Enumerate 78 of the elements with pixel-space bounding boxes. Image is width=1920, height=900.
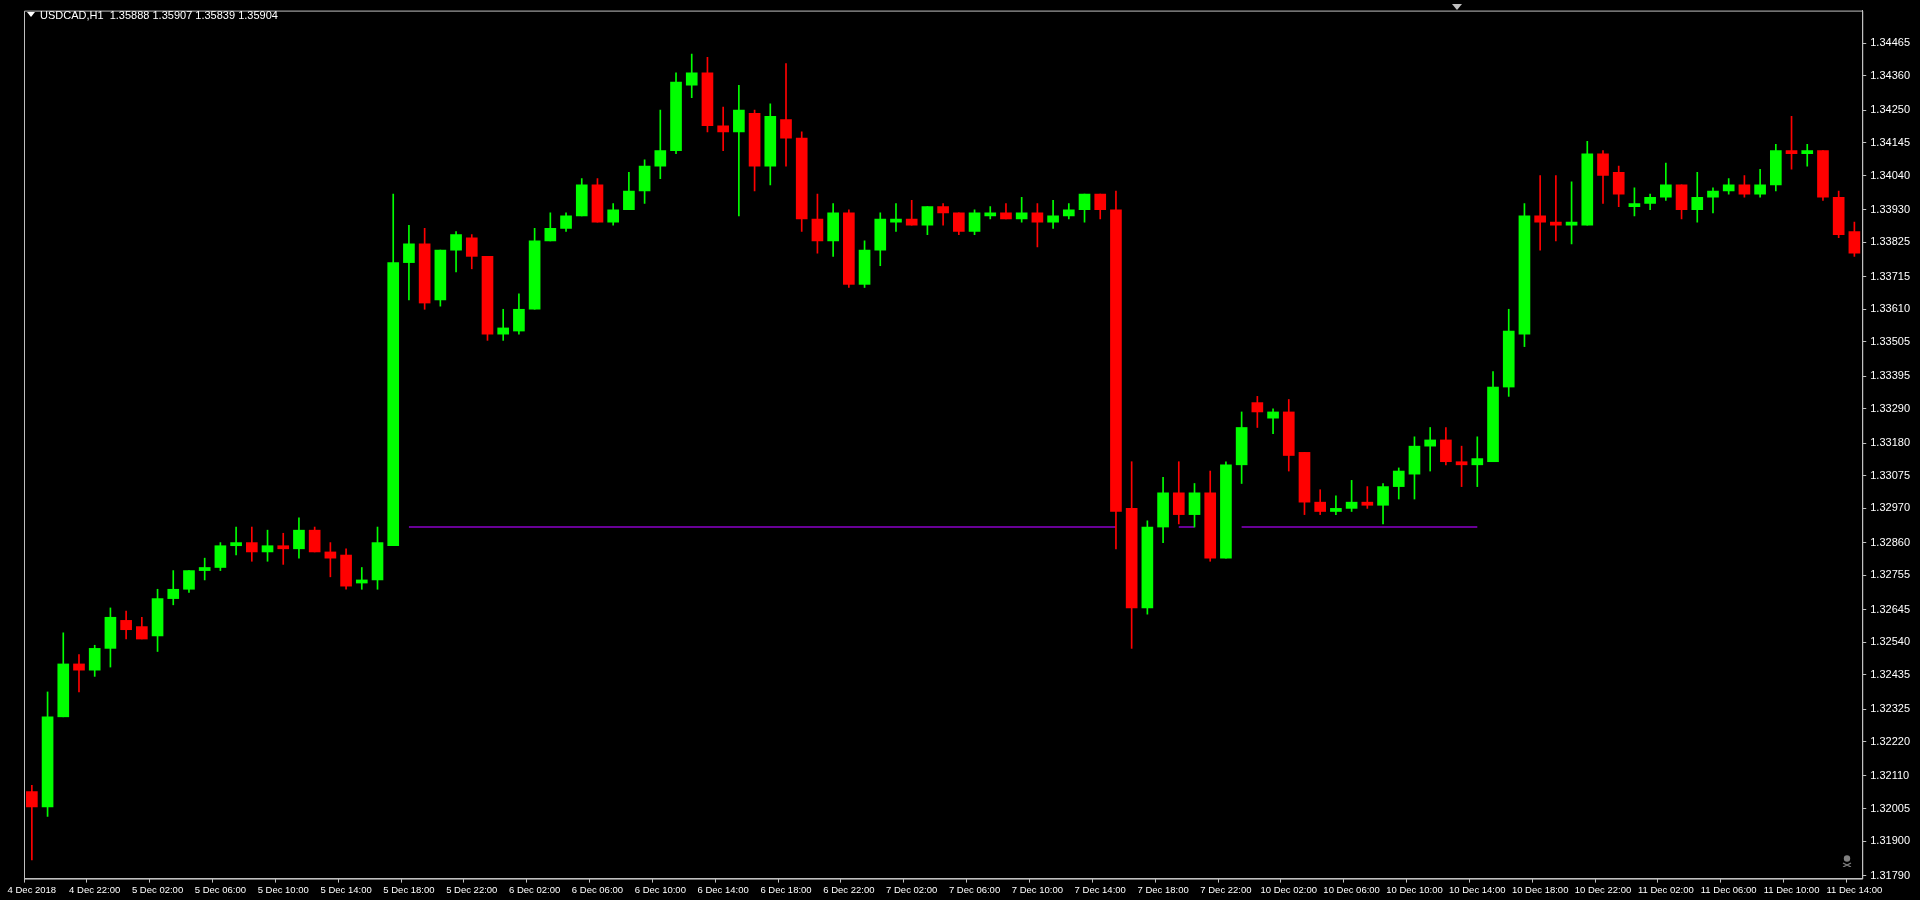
y-tick-label: 1.32325 [1870, 702, 1910, 715]
y-tick-label: 1.32755 [1870, 568, 1910, 581]
y-tick-label: 1.32540 [1870, 635, 1910, 648]
y-tick-label: 1.31900 [1870, 834, 1910, 847]
candlestick [1424, 427, 1436, 472]
x-tick-label: 10 Dec 18:00 [1511, 883, 1569, 895]
x-tick-label: 11 Dec 02:00 [1637, 883, 1694, 895]
x-tick-label: 10 Dec 10:00 [1386, 883, 1443, 895]
x-tick-label: 11 Dec 06:00 [1700, 883, 1757, 895]
candlestick [277, 532, 290, 565]
x-tick-label: 7 Dec 18:00 [1137, 883, 1189, 895]
x-tick-label: 11 Dec 10:00 [1763, 883, 1820, 895]
candlestick [905, 200, 918, 226]
x-tick-label: 10 Dec 06:00 [1323, 883, 1380, 895]
candlestick [73, 654, 85, 693]
x-tick-label: 5 Dec 02:00 [131, 883, 184, 895]
x-tick-label: 7 Dec 22:00 [1200, 883, 1252, 895]
y-tick-label: 1.33505 [1870, 334, 1910, 347]
y-tick-label: 1.34465 [1870, 36, 1910, 49]
y-tick-label: 1.32005 [1870, 801, 1910, 814]
y-tick-label: 1.32970 [1870, 501, 1910, 514]
y-tick-label: 1.34360 [1870, 68, 1910, 81]
y-tick-label: 1.33075 [1870, 468, 1910, 481]
y-tick-label: 1.34250 [1870, 103, 1910, 116]
x-tick-label: 6 Dec 02:00 [509, 883, 561, 895]
x-tick-label: 5 Dec 10:00 [257, 883, 309, 895]
candlestick [1267, 408, 1279, 435]
x-tick-label: 5 Dec 14:00 [320, 883, 372, 895]
x-tick-label: 6 Dec 18:00 [760, 883, 812, 895]
x-tick-label: 7 Dec 10:00 [1011, 883, 1063, 895]
x-tick-label: 6 Dec 22:00 [823, 883, 875, 895]
chart-title: USDCAD,H1 1.35888 1.35907 1.35839 1.35904 [40, 9, 278, 21]
candlestick [1047, 200, 1059, 229]
candlestick [1801, 144, 1814, 167]
y-tick-label: 1.33930 [1870, 202, 1910, 215]
y-tick-label: 1.32435 [1870, 667, 1910, 680]
candlestick [403, 224, 415, 301]
candlestick [733, 84, 745, 217]
x-tick-label: 7 Dec 02:00 [886, 883, 938, 895]
candlestick [1550, 175, 1562, 242]
x-tick-label: 5 Dec 22:00 [446, 883, 498, 895]
y-tick-label: 1.34040 [1870, 168, 1910, 181]
y-tick-label: 1.33395 [1870, 369, 1910, 382]
y-tick-label: 1.33610 [1870, 302, 1910, 315]
x-tick-label: 7 Dec 06:00 [948, 883, 1001, 895]
candlestick [717, 106, 729, 151]
candlestick [1534, 175, 1546, 251]
x-tick-label: 6 Dec 14:00 [697, 883, 749, 895]
y-tick-label: 1.32110 [1870, 768, 1910, 781]
x-tick-label: 10 Dec 14:00 [1449, 883, 1506, 895]
y-tick-label: 1.34145 [1870, 135, 1910, 148]
y-tick-label: 1.31790 [1870, 868, 1910, 881]
y-tick-label: 1.32645 [1870, 602, 1910, 615]
y-tick-label: 1.33290 [1870, 401, 1910, 414]
y-tick-label: 1.33825 [1870, 235, 1910, 248]
x-tick-label: 5 Dec 06:00 [194, 883, 247, 895]
candlestick [26, 784, 38, 861]
candlestick [1361, 486, 1374, 509]
x-tick-label: 10 Dec 22:00 [1574, 883, 1632, 895]
y-tick-label: 1.32860 [1870, 535, 1910, 548]
x-tick-label: 4 Dec 2018 [7, 883, 57, 895]
x-tick-label: 4 Dec 22:00 [69, 883, 121, 895]
x-tick-label: 6 Dec 10:00 [634, 883, 686, 895]
x-tick-label: 6 Dec 06:00 [571, 883, 624, 895]
x-tick-label: 11 Dec 14:00 [1826, 883, 1883, 895]
x-tick-label: 5 Dec 18:00 [383, 883, 435, 895]
y-tick-label: 1.33180 [1870, 436, 1910, 449]
candlestick [230, 526, 242, 556]
candlestick [1471, 436, 1484, 487]
candlestick [1330, 495, 1342, 515]
candlestick [198, 557, 211, 581]
candlestick [497, 308, 510, 341]
x-tick-label: 10 Dec 02:00 [1260, 883, 1318, 895]
y-tick-label: 1.32220 [1870, 734, 1910, 747]
y-tick-label: 1.33715 [1870, 269, 1910, 282]
candlestick [654, 109, 667, 179]
candlestick [780, 63, 792, 167]
x-tick-label: 7 Dec 14:00 [1074, 883, 1126, 895]
